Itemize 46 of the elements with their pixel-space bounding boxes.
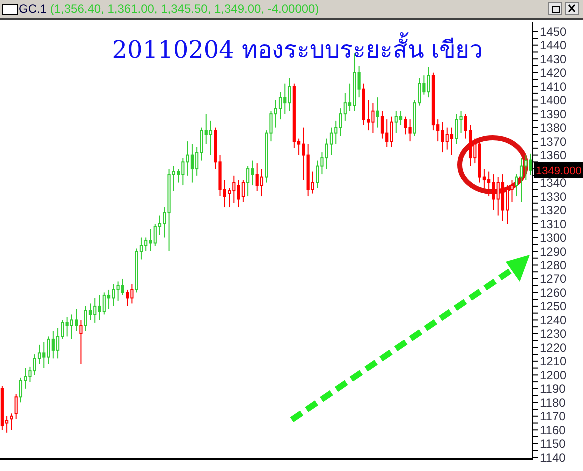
y-tick-label: 1390 — [540, 107, 568, 122]
y-tick-label: 1180 — [540, 396, 566, 410]
y-tick-label: 1380 — [540, 121, 568, 136]
y-tick-label: 1440 — [540, 38, 568, 53]
y-tick-label: 1360 — [540, 148, 568, 163]
candlestick — [380, 110, 384, 140]
y-tick-label: 1210 — [540, 354, 568, 369]
y-tick-label: 1170 — [540, 410, 566, 424]
y-tick-label: 1310 — [540, 217, 568, 232]
y-tick-label: 1300 — [540, 231, 568, 246]
candlestick — [209, 120, 213, 156]
candlestick — [107, 289, 111, 310]
y-tick-label: 1150 — [540, 437, 566, 452]
candlestick — [376, 97, 380, 128]
text: 1349.000 — [536, 165, 582, 178]
y-tick-label: 1250 — [540, 300, 568, 314]
y-tick-label: 1240 — [540, 313, 568, 328]
y-tick-label: 1340 — [540, 176, 568, 190]
y-tick-label: 1190 — [540, 382, 566, 396]
y-tick-label: 1260 — [540, 286, 568, 300]
y-tick-label: 1280 — [540, 258, 568, 272]
candlestick — [399, 110, 403, 126]
y-tick-label: 1330 — [540, 190, 568, 204]
candlestick — [358, 65, 361, 98]
y-tick-label: 1430 — [540, 52, 568, 66]
y-tick-label: 1400 — [540, 94, 568, 108]
chart-subtitle: GC.1 (1,356.40, 1,361.00, 1,345.50, 1,349.00, -4.00000) — [19, 2, 320, 16]
candlestick — [427, 66, 430, 98]
candlestick — [190, 144, 194, 184]
y-tick-label: 1140 — [540, 450, 566, 465]
y-tick-label: 1410 — [540, 80, 568, 94]
candlestick — [278, 92, 282, 120]
candlestick — [520, 158, 524, 203]
y-tick-label: 1160 — [540, 423, 566, 438]
y-tick-label: 1270 — [540, 272, 568, 286]
y-tick-label: 1320 — [540, 204, 568, 218]
y-tick-label: 1290 — [540, 244, 568, 259]
y-tick-label: 1370 — [540, 134, 568, 149]
y-tick-label: 1200 — [540, 368, 568, 382]
y-tick-label: 1220 — [540, 340, 568, 355]
candlestick — [501, 174, 505, 222]
y-tick-label: 1230 — [540, 327, 568, 342]
candlestick — [330, 127, 334, 156]
y-tick-label: 1420 — [540, 66, 568, 80]
candlestick — [10, 413, 14, 431]
y-tick-label: 1450 — [540, 24, 568, 39]
